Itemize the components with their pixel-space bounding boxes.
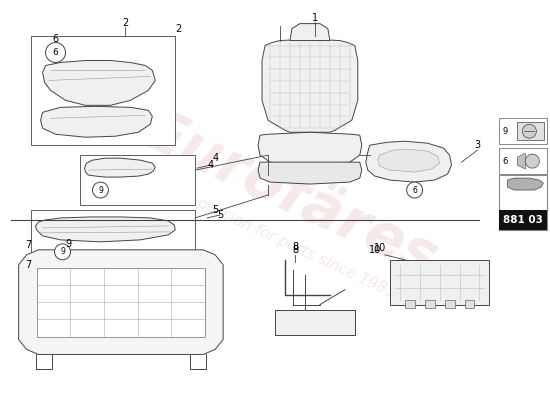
FancyBboxPatch shape xyxy=(37,268,205,336)
Polygon shape xyxy=(258,162,362,184)
Circle shape xyxy=(92,182,108,198)
Text: 9: 9 xyxy=(60,247,65,256)
Text: 4: 4 xyxy=(207,160,213,170)
Circle shape xyxy=(525,154,540,168)
Text: 4: 4 xyxy=(212,153,218,163)
Circle shape xyxy=(522,124,536,138)
Text: 2: 2 xyxy=(175,24,182,34)
Text: Eurofäres: Eurofäres xyxy=(134,102,446,288)
Text: 10: 10 xyxy=(368,245,381,255)
Circle shape xyxy=(46,42,65,62)
Text: 9: 9 xyxy=(65,239,72,249)
Text: 3: 3 xyxy=(475,140,481,150)
Text: 6: 6 xyxy=(412,186,417,194)
Polygon shape xyxy=(41,106,152,137)
Text: 5: 5 xyxy=(212,205,218,215)
Text: 5: 5 xyxy=(217,210,223,220)
Text: 9: 9 xyxy=(502,127,508,136)
Text: a passion for parts since 1985: a passion for parts since 1985 xyxy=(182,189,398,300)
FancyBboxPatch shape xyxy=(31,36,175,145)
Text: 1: 1 xyxy=(312,13,318,23)
FancyBboxPatch shape xyxy=(499,148,547,174)
Text: 9: 9 xyxy=(98,186,103,194)
Polygon shape xyxy=(518,122,544,140)
FancyBboxPatch shape xyxy=(444,300,454,308)
FancyBboxPatch shape xyxy=(499,175,547,230)
Circle shape xyxy=(54,244,70,260)
Text: 10: 10 xyxy=(373,243,386,253)
Polygon shape xyxy=(42,60,155,105)
Polygon shape xyxy=(85,158,155,177)
Text: 7: 7 xyxy=(25,260,32,270)
Polygon shape xyxy=(258,132,362,166)
Text: 6: 6 xyxy=(502,157,508,166)
Polygon shape xyxy=(19,250,223,354)
Polygon shape xyxy=(508,178,543,190)
Circle shape xyxy=(406,182,422,198)
FancyBboxPatch shape xyxy=(499,118,547,144)
Text: 2: 2 xyxy=(122,18,129,28)
Text: 881 03: 881 03 xyxy=(503,215,543,225)
Polygon shape xyxy=(290,24,330,40)
Text: 8: 8 xyxy=(292,242,298,252)
Text: 6: 6 xyxy=(53,48,58,57)
Text: 7: 7 xyxy=(25,240,32,250)
FancyBboxPatch shape xyxy=(390,260,490,305)
FancyBboxPatch shape xyxy=(425,300,435,308)
Polygon shape xyxy=(518,153,525,169)
FancyBboxPatch shape xyxy=(465,300,475,308)
FancyBboxPatch shape xyxy=(80,155,195,205)
FancyBboxPatch shape xyxy=(405,300,415,308)
Polygon shape xyxy=(36,217,175,242)
Polygon shape xyxy=(378,149,439,172)
Polygon shape xyxy=(366,141,452,182)
FancyBboxPatch shape xyxy=(499,210,547,230)
Polygon shape xyxy=(262,40,358,132)
Text: 8: 8 xyxy=(292,245,298,255)
FancyBboxPatch shape xyxy=(31,210,195,260)
FancyBboxPatch shape xyxy=(275,310,355,334)
Text: 6: 6 xyxy=(52,34,59,44)
